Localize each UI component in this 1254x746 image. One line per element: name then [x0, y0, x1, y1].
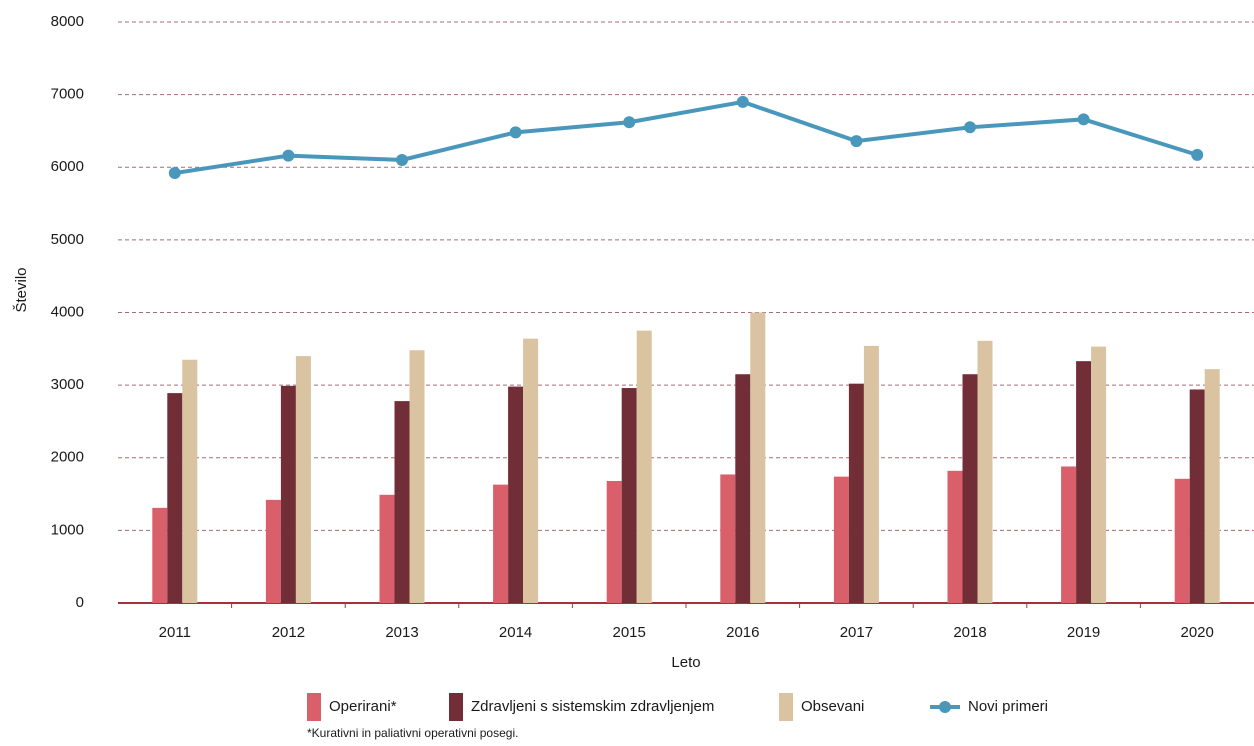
x-tick-label: 2014	[499, 624, 532, 641]
bar	[265, 499, 281, 603]
y-tick-label: 8000	[51, 13, 84, 30]
bar	[167, 393, 183, 603]
x-tick-label: 2015	[613, 624, 646, 641]
y-axis-label: Število	[13, 267, 30, 312]
legend-swatch	[779, 693, 793, 721]
bar	[1189, 389, 1205, 603]
bar	[863, 345, 879, 603]
bar	[621, 388, 637, 603]
bar	[1091, 346, 1107, 603]
x-axis-label: Leto	[671, 654, 700, 671]
line-marker	[1077, 113, 1090, 126]
bar	[295, 356, 311, 603]
x-tick-label: 2018	[953, 624, 986, 641]
bar	[1204, 369, 1220, 603]
bar	[1076, 361, 1092, 603]
legend-swatch	[449, 693, 463, 721]
legend-label: Obsevani	[801, 698, 864, 715]
bar	[833, 476, 849, 603]
bar	[523, 338, 539, 603]
line-marker	[396, 153, 408, 166]
y-tick-label: 7000	[51, 86, 84, 103]
y-tick-label: 2000	[51, 449, 84, 466]
line-marker	[509, 126, 522, 139]
x-tick-label: 2019	[1067, 624, 1100, 641]
line	[174, 99, 1198, 176]
bar	[182, 359, 198, 603]
bar	[280, 385, 296, 603]
y-tick-label: 5000	[51, 231, 84, 248]
bar	[1061, 466, 1077, 603]
y-tick-label: 0	[76, 594, 84, 611]
legend-label: Operirani*	[329, 698, 397, 715]
y-tick-label: 6000	[51, 158, 84, 175]
x-tick-label: 2013	[385, 624, 418, 641]
line-marker	[736, 95, 749, 108]
line-marker	[850, 135, 863, 148]
line-marker	[964, 121, 976, 134]
bar	[735, 374, 751, 603]
legend-swatch	[307, 693, 321, 721]
legend-swatch	[939, 701, 951, 713]
legend-label: Novi primeri	[968, 698, 1048, 715]
bar	[409, 350, 425, 603]
bar	[152, 507, 168, 603]
bar	[379, 494, 395, 603]
y-tick-label: 1000	[51, 521, 84, 538]
x-tick-label: 2020	[1181, 624, 1214, 641]
line-marker	[623, 116, 636, 129]
bar	[493, 484, 509, 603]
legend-label: Zdravljeni s sistemskim zdravljenjem	[471, 698, 714, 715]
x-tick-label: 2016	[726, 624, 759, 641]
bar	[636, 330, 652, 603]
bar	[947, 470, 963, 603]
bar	[1174, 478, 1190, 603]
x-tick-label: 2011	[159, 624, 191, 641]
bar	[606, 480, 622, 603]
y-tick-label: 3000	[51, 376, 84, 393]
bar	[750, 312, 766, 603]
y-tick-label: 4000	[51, 303, 84, 320]
bar	[720, 474, 736, 603]
bar	[977, 340, 993, 603]
bar	[962, 374, 978, 603]
x-tick-label: 2012	[272, 624, 305, 641]
bar	[394, 401, 410, 603]
x-tick-label: 2017	[840, 624, 873, 641]
line-marker	[282, 149, 295, 162]
line-marker	[1191, 148, 1204, 161]
bar	[848, 383, 864, 603]
line-marker	[168, 167, 181, 180]
footnote: *Kurativni in paliativni operativni pose…	[307, 726, 518, 740]
bar	[508, 386, 524, 603]
